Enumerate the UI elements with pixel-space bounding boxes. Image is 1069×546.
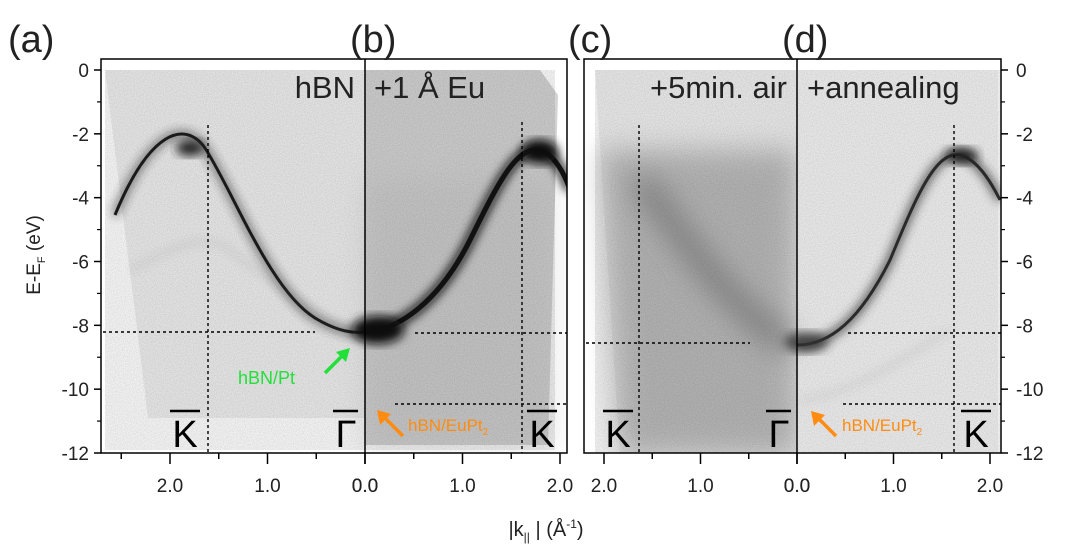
y-axis-left: 0 -2 -4 -6 -8 -10 -12 <box>62 61 101 465</box>
x-tick-label-a: 0.0 <box>352 476 378 497</box>
arrow-icon-orange-right <box>811 411 825 426</box>
x-tick-label-d: 1.0 <box>880 476 906 497</box>
panel-label-a: (a) <box>8 19 54 61</box>
x-tick-label-b: 2.0 <box>547 476 573 497</box>
annotation-hbn-eupt2-left: hBN/EuPt2 <box>377 410 489 438</box>
x-axis-title: |k|| | (Å-1) <box>508 517 583 544</box>
y-tick-label-left: -8 <box>72 316 89 337</box>
gamma-label-cd: Γ <box>769 414 790 456</box>
left-intensity-map <box>105 70 567 450</box>
annotation-hbn-eupt2-right: hBN/EuPt2 <box>811 411 923 438</box>
annotation-hbn-pt: hBN/Pt <box>238 348 350 388</box>
y-tick-label-right: -4 <box>1016 189 1033 210</box>
x-tick-label-d: 2.0 <box>977 476 1003 497</box>
y-tick-label-left: -12 <box>62 444 89 465</box>
y-tick-label-left: 0 <box>78 61 89 82</box>
y-axis-title: E-EF (eV) <box>24 215 48 295</box>
right-plot-frame <box>583 58 1002 454</box>
x-tick-label-a: 2.0 <box>157 476 183 497</box>
annotation-eupt2-right-sub: 2 <box>917 427 923 438</box>
x-tick-label-c: 2.0 <box>591 476 617 497</box>
reference-lines <box>103 122 1001 453</box>
y-tick-label-right: -12 <box>1016 444 1043 465</box>
x-axis-right: 2.0 1.0 0.00.0 1.0 2.0 <box>591 453 1003 497</box>
x-tick-label-d: 0.0 <box>784 476 810 497</box>
x-tick-label-c: 0.0 <box>784 476 810 497</box>
y-tick-label-left: -2 <box>72 125 89 146</box>
y-tick-label-right: -6 <box>1016 253 1033 274</box>
k-label-b: K <box>529 414 554 456</box>
y-tick-label-left: -10 <box>62 380 89 401</box>
y-tick-label-right: -10 <box>1016 380 1043 401</box>
y-tick-label-right: -8 <box>1016 316 1033 337</box>
y-axis-right: 0 -2 -4 -6 -8 -10 -12 <box>1001 61 1043 465</box>
annotation-eupt2-right-text: hBN/EuPt <box>842 416 917 435</box>
annotation-hbn-pt-text: hBN/Pt <box>238 368 295 388</box>
annotation-eupt2-left-text: hBN/EuPt <box>408 416 483 435</box>
x-tick-label-b: 0.0 <box>352 476 378 497</box>
annotation-eupt2-left-sub: 2 <box>483 427 489 438</box>
panel-title-c: +5min. air <box>650 70 787 105</box>
panel-title-d: +annealing <box>807 70 960 105</box>
panel-title-b: +1 Å Eu <box>374 70 485 105</box>
left-plot-frame <box>100 58 568 454</box>
k-label-d: K <box>963 414 988 456</box>
panel-label-c: (c) <box>568 19 612 61</box>
k-label-c: K <box>605 414 630 456</box>
x-tick-label-b: 1.0 <box>449 476 475 497</box>
panel-title-a: hBN <box>295 70 355 105</box>
svg-text:hBN/EuPt2: hBN/EuPt2 <box>842 416 923 438</box>
panel-label-b: (b) <box>350 19 396 61</box>
symmetry-labels: K Γ K K Γ K <box>170 409 991 456</box>
arrow-icon-green <box>336 348 350 362</box>
arrow-icon-orange-left <box>377 410 391 425</box>
y-tick-label-left: -4 <box>72 189 89 210</box>
x-axis-left: 2.0 1.0 0.00.0 1.0 2.0 <box>120 453 573 497</box>
x-tick-label-a: 1.0 <box>254 476 280 497</box>
y-tick-label-right: 0 <box>1016 61 1027 82</box>
svg-text:hBN/EuPt2: hBN/EuPt2 <box>408 416 489 438</box>
x-tick-label-c: 1.0 <box>687 476 713 497</box>
k-label-a: K <box>172 414 197 456</box>
y-tick-label-right: -2 <box>1016 125 1033 146</box>
y-tick-label-left: -6 <box>72 253 89 274</box>
gamma-label-ab: Γ <box>336 414 357 456</box>
panel-label-d: (d) <box>782 19 828 61</box>
